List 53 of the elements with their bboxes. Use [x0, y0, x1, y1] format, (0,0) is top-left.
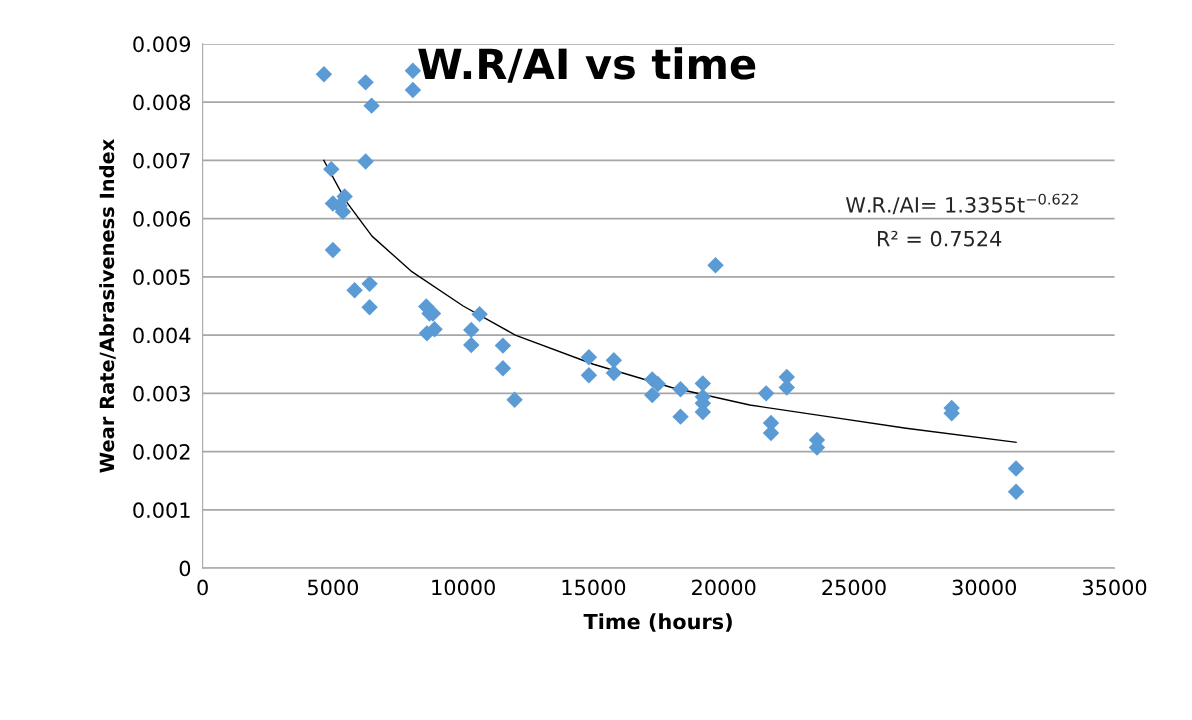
y-tick-label: 0.008	[133, 94, 191, 111]
point	[494, 360, 512, 377]
point	[324, 241, 342, 259]
x-tick-label: 5000	[308, 579, 359, 596]
x-tick-label: 30000	[952, 579, 1016, 596]
point	[463, 336, 480, 354]
point	[471, 305, 488, 323]
point	[323, 160, 340, 178]
point	[463, 321, 480, 339]
y-tick-label: 0.009	[133, 36, 191, 53]
x-tick-label: 0	[197, 579, 208, 596]
y-tick-label: 0	[179, 560, 191, 577]
y-tick-label: 0.006	[133, 211, 191, 227]
point	[644, 386, 661, 404]
point	[361, 298, 378, 316]
x-tick-label: 15000	[562, 579, 626, 596]
annotation: R² = 0.7524	[877, 230, 1002, 247]
y-tick-label: 0.004	[133, 327, 191, 344]
x-tick-label: 10000	[432, 579, 495, 596]
point	[426, 321, 443, 338]
y-tick-label: 0.001	[133, 502, 190, 519]
point	[1007, 483, 1025, 500]
point	[315, 65, 333, 83]
x-tick-label: 35000	[1082, 579, 1147, 596]
point	[336, 188, 353, 205]
point	[1007, 460, 1025, 477]
point	[580, 367, 598, 384]
y-tick-label: 0.003	[133, 385, 190, 402]
y-tick-label: 0.007	[133, 152, 190, 169]
point	[694, 375, 712, 392]
x-tick-label: 25000	[822, 579, 886, 596]
y-tick-label: 0.005	[133, 269, 190, 286]
point	[357, 74, 374, 91]
point	[605, 351, 623, 369]
point	[404, 81, 422, 99]
annotation: W.R./AI= 1.3355t$^{−0.622}$	[845, 193, 1078, 215]
point	[361, 275, 378, 293]
point	[357, 153, 374, 170]
x-axis-title: Time (hours)	[583, 613, 732, 632]
chart-title: W.R/AI vs time	[418, 47, 756, 83]
point	[580, 349, 598, 366]
point	[707, 257, 724, 274]
point	[672, 381, 689, 398]
point	[757, 385, 775, 402]
point	[605, 364, 623, 382]
y-axis-title: Wear Rate/Abrasiveness Index	[99, 139, 116, 473]
point	[363, 97, 380, 114]
y-tick-label: 0.002	[133, 444, 190, 460]
point	[672, 408, 689, 425]
point	[506, 391, 523, 408]
x-tick-label: 20000	[692, 579, 756, 596]
point	[346, 282, 363, 299]
point	[494, 337, 512, 354]
